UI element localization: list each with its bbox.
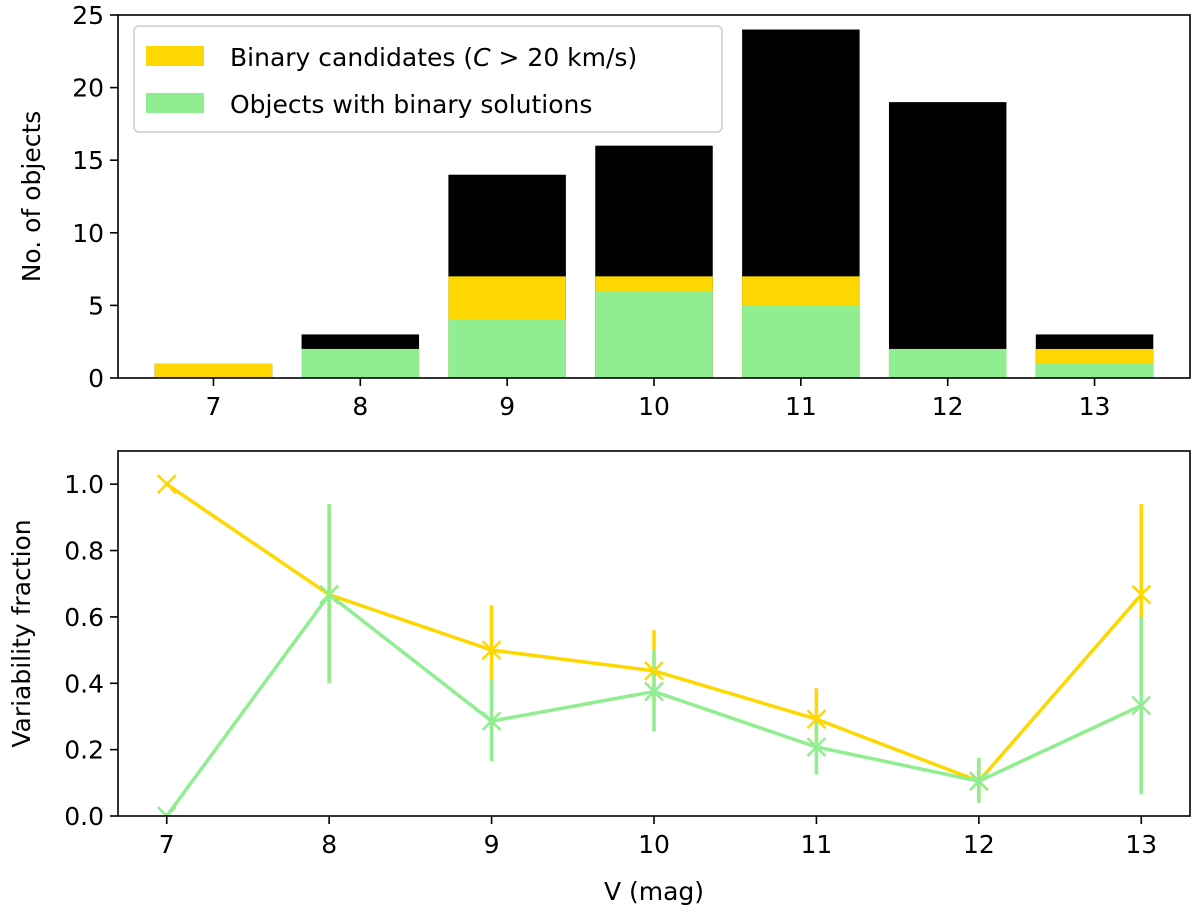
y-tick-label-bottom-0.8: 0.8	[64, 537, 104, 566]
y-tick-label-0: 0	[88, 364, 104, 393]
bar-s2-8	[301, 348, 420, 378]
point-s0-13	[1131, 584, 1152, 605]
point-s1-10	[644, 681, 664, 702]
x-tick-label-11: 11	[785, 392, 817, 421]
point-s1-11	[806, 737, 827, 757]
x-tick-label-bottom-13: 13	[1125, 830, 1157, 859]
point-s0-9	[481, 640, 502, 660]
y-tick-label-bottom-0.4: 0.4	[64, 669, 104, 698]
y-tick-label-bottom-0.2: 0.2	[64, 736, 104, 765]
x-tick-label-bottom-12: 12	[963, 830, 995, 859]
y-tick-label-15: 15	[72, 146, 104, 175]
x-tick-label-13: 13	[1079, 392, 1111, 421]
point-s0-7	[156, 474, 177, 495]
bar-s2-10	[595, 290, 713, 378]
bar-s2-13	[1035, 363, 1154, 378]
x-tick-label-8: 8	[352, 392, 368, 421]
x-tick-label-bottom-10: 10	[638, 830, 670, 859]
y-tick-label-bottom-0.6: 0.6	[64, 603, 104, 632]
y-tick-label-bottom-1.0: 1.0	[64, 470, 104, 499]
bar-s2-11	[742, 305, 860, 378]
point-s0-11	[806, 709, 827, 729]
y-axis-label-bottom: Variability fraction	[7, 519, 36, 747]
point-s1-12	[968, 771, 989, 792]
legend-label-binary-solutions: Objects with binary solutions	[230, 90, 592, 119]
legend-label-binary-candidates: Binary candidates (C > 20 km/s)	[230, 43, 637, 72]
bar-chart-panel: 7 8 9 10 11 12 13 0 5 10 15 20 25 No. of objects Binar…	[17, 1, 1191, 421]
x-axis-label: V (mag)	[604, 877, 704, 906]
legend: Binary candidates (C > 20 km/s) Objects w…	[133, 25, 723, 133]
point-s1-9	[481, 711, 502, 731]
y-tick-label-10: 10	[72, 219, 104, 248]
bar-s2-12	[888, 348, 1007, 378]
line-plot-area	[156, 474, 1152, 816]
x-tick-label-9: 9	[499, 392, 515, 421]
x-tick-label-10: 10	[638, 392, 670, 421]
point-s1-8	[319, 584, 340, 605]
y-axis-label: No. of objects	[17, 111, 46, 283]
x-tick-label-12: 12	[932, 392, 964, 421]
y-tick-label-20: 20	[72, 74, 104, 103]
legend-box	[133, 25, 723, 133]
bar-s1-7	[154, 363, 273, 378]
x-tick-label-bottom-9: 9	[484, 830, 500, 859]
point-s1-7	[156, 806, 177, 816]
bar-s0-12	[888, 102, 1007, 379]
point-s1-13	[1131, 695, 1152, 716]
bar-s2-9	[448, 319, 566, 378]
legend-swatch-binary-solutions	[146, 93, 204, 113]
y-tick-label-bottom-0.0: 0.0	[64, 802, 104, 831]
legend-swatch-binary-candidates	[146, 46, 204, 66]
x-tick-label-bottom-7: 7	[159, 830, 175, 859]
point-s0-10	[644, 660, 664, 681]
line-chart-panel: 7 8 9 10 11 12 13 0.0 0.2 0.4 0.6 0.8 1.0 V (mag) Vari…	[7, 450, 1191, 906]
x-tick-label-7: 7	[205, 392, 221, 421]
y-tick-label-25: 25	[72, 1, 104, 30]
y-tick-label-5: 5	[88, 291, 104, 320]
x-tick-label-bottom-11: 11	[801, 830, 833, 859]
x-tick-label-bottom-8: 8	[321, 830, 337, 859]
